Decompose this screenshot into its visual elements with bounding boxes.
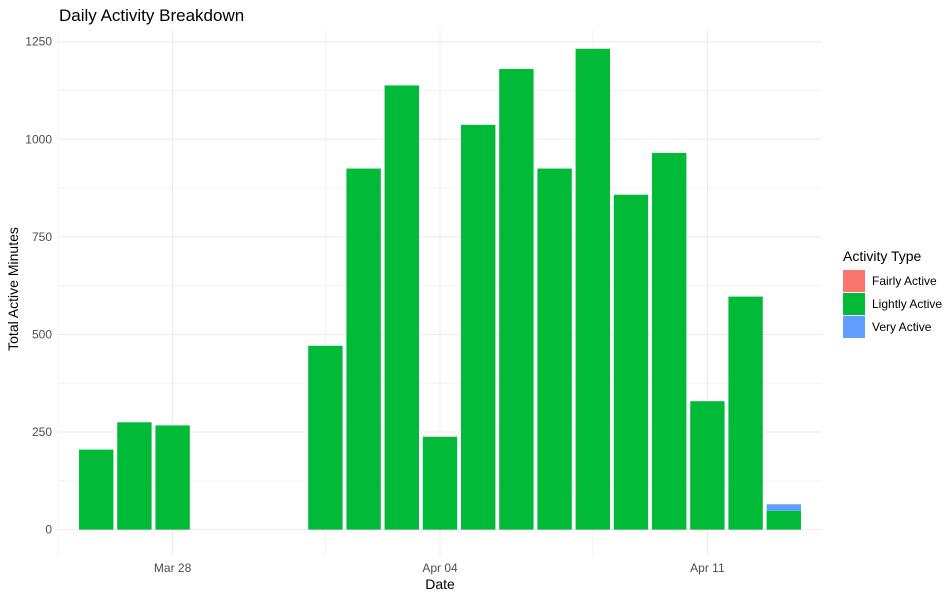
legend-key (843, 293, 865, 315)
x-tick-label: Apr 04 (422, 561, 458, 575)
bar-lightly-active (537, 168, 572, 530)
legend-key (843, 316, 865, 338)
bar-lightly-active (155, 425, 190, 530)
x-axis-title: Date (425, 576, 455, 592)
bar-lightly-active (308, 345, 343, 530)
x-tick-label: Mar 28 (154, 561, 192, 575)
bar-lightly-active (766, 510, 801, 530)
legend-key (843, 270, 865, 292)
y-tick-label: 0 (45, 523, 52, 537)
legend-label: Lightly Active (872, 297, 942, 311)
y-tick-label: 500 (32, 327, 52, 341)
bar-lightly-active (79, 449, 114, 530)
legend: Activity Type Fairly Active Lightly Activ… (843, 248, 942, 338)
legend-label: Fairly Active (872, 274, 937, 288)
y-tick-label: 750 (32, 230, 52, 244)
bar-lightly-active (422, 436, 458, 530)
bar-lightly-active (117, 422, 152, 530)
bar-lightly-active (346, 168, 381, 530)
bars (79, 48, 801, 530)
bar-lightly-active (652, 152, 687, 530)
y-axis-ticks: 0 250 500 750 1000 1250 (25, 35, 52, 537)
x-tick-label: Apr 11 (690, 561, 725, 575)
grid (57, 30, 822, 555)
y-axis-title: Total Active Minutes (5, 227, 21, 351)
bar-very-active (766, 504, 801, 511)
y-tick-label: 250 (32, 425, 52, 439)
bar-lightly-active (728, 296, 763, 530)
chart-title: Daily Activity Breakdown (59, 6, 244, 25)
bar-lightly-active (613, 194, 649, 530)
bar-lightly-active (461, 124, 496, 530)
bar-lightly-active (575, 48, 610, 530)
x-axis-ticks: Mar 28 Apr 04 Apr 11 (154, 561, 725, 575)
y-tick-label: 1250 (25, 35, 52, 49)
bar-lightly-active (690, 401, 725, 530)
bar-lightly-active (384, 85, 419, 530)
bar-lightly-active (499, 69, 534, 530)
y-tick-label: 1000 (25, 132, 52, 146)
legend-label: Very Active (872, 320, 932, 334)
legend-title: Activity Type (843, 248, 922, 264)
